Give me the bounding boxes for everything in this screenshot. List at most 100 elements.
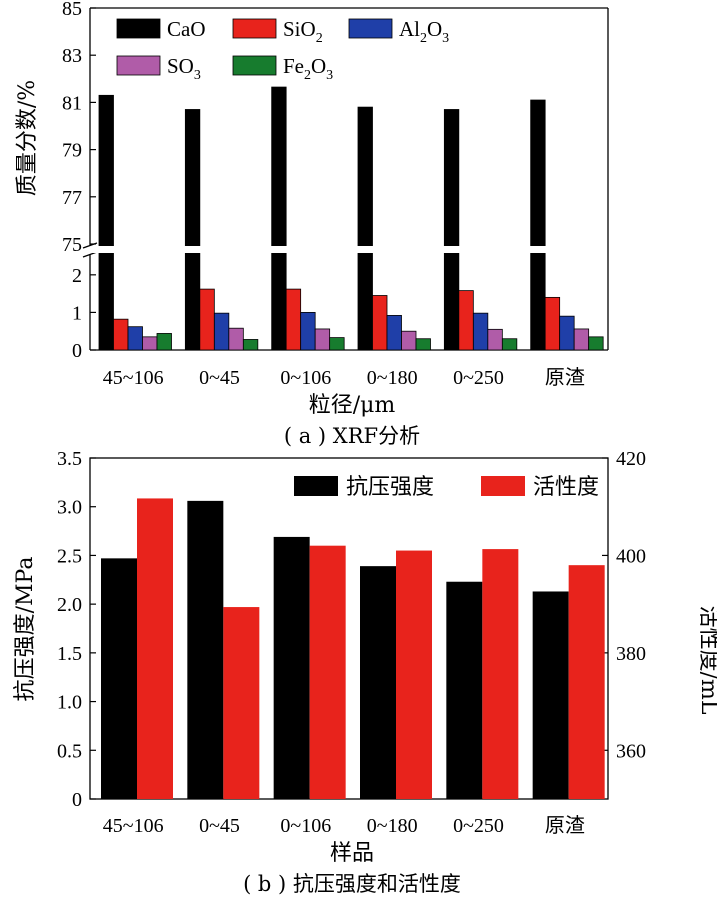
y-left-axis-label: 抗压强度/MPa <box>13 557 38 702</box>
legend-label-subscript: 3 <box>194 68 201 83</box>
bar-sio2 <box>544 296 561 351</box>
y-right-tick-label: 380 <box>616 643 646 665</box>
bar-activity <box>568 565 605 799</box>
legend-label: 活性度 <box>533 475 599 500</box>
legend-label-subscript: 2 <box>304 68 311 83</box>
legend-label-part: SiO <box>283 17 316 41</box>
y-left-tick-label: 3.5 <box>57 450 82 470</box>
y-right-tick-label: 360 <box>616 740 646 762</box>
y-left-tick-label: 0 <box>72 789 82 811</box>
bar-sio2 <box>113 318 129 351</box>
legend-label: CaO <box>167 17 206 41</box>
y-left-tick-label: 1.0 <box>57 692 82 714</box>
bar-sio2 <box>458 290 474 351</box>
legend-label-part: SO <box>167 54 194 78</box>
x-axis-label: 粒径/μm <box>309 393 396 418</box>
legend-swatch-so3 <box>116 55 161 76</box>
bar-activity <box>482 549 519 799</box>
chart-caption: ( a ) XRF分析 <box>284 424 420 448</box>
bar-cao <box>357 106 373 351</box>
legend-label-part: O <box>311 54 326 78</box>
legend-label: Al2O3 <box>399 17 449 46</box>
y-tick-label: 85 <box>62 0 82 20</box>
x-tick-label: 0~250 <box>453 367 504 389</box>
bar-cao <box>271 86 287 351</box>
x-axis-label: 样品 <box>330 841 374 866</box>
y-tick-label: 75 <box>62 234 82 256</box>
legend-label-subscript: 3 <box>326 68 333 83</box>
x-tick-label: 0~250 <box>453 815 504 837</box>
y-left-tick-label: 1.5 <box>57 643 82 665</box>
bar-al2o3 <box>127 326 143 351</box>
y-left-tick-label: 3.0 <box>57 497 82 519</box>
axis-break-gap <box>91 246 607 253</box>
y-right-tick-label: 420 <box>616 450 646 470</box>
bar-so3 <box>573 328 590 351</box>
y-tick-label: 83 <box>62 45 82 67</box>
legend-label: 抗压强度 <box>346 475 434 500</box>
bar-fe2o3 <box>156 333 172 351</box>
bar-strength <box>101 558 137 799</box>
legend-label: SiO2 <box>283 17 323 46</box>
x-tick-label: 0~106 <box>280 815 331 837</box>
x-tick-label: 原渣 <box>545 814 585 837</box>
y-left-tick-label: 0.5 <box>57 740 82 762</box>
legend-label-subscript: 2 <box>420 31 427 46</box>
bar-strength <box>360 566 396 799</box>
y-right-axis-label: 活性度/mL <box>696 606 717 715</box>
x-tick-label: 0~180 <box>367 367 418 389</box>
bar-al2o3 <box>386 315 402 351</box>
bar-strength <box>446 581 483 799</box>
bar-strength <box>532 591 569 799</box>
y-right-tick-label: 400 <box>616 545 646 567</box>
bar-al2o3 <box>559 315 575 351</box>
bar-so3 <box>142 336 158 351</box>
legend-label-part: CaO <box>167 17 206 41</box>
legend-swatch-cao <box>116 18 161 39</box>
bar-activity <box>137 498 173 799</box>
legend-swatch-sio2 <box>232 18 277 39</box>
x-tick-label: 0~180 <box>367 815 418 837</box>
bar-fe2o3 <box>415 338 431 351</box>
bar-fe2o3 <box>242 339 259 351</box>
bar-so3 <box>228 327 244 351</box>
legend-label-part: Fe <box>283 54 304 78</box>
bar-cao <box>184 109 201 351</box>
legend-label-part: Al <box>399 17 420 41</box>
bar-sio2 <box>199 288 215 351</box>
y-tick-label: 2 <box>72 265 82 287</box>
bar-activity <box>223 607 260 799</box>
bar-fe2o3 <box>329 337 345 351</box>
y-tick-label: 0 <box>72 340 82 362</box>
bar-al2o3 <box>300 312 316 351</box>
bar-cao <box>443 109 460 351</box>
y-axis-label: 质量分数/% <box>15 80 40 196</box>
legend-swatch-fe2o3 <box>232 55 277 76</box>
chart-caption: ( b ) 抗压强度和活性度 <box>243 872 461 896</box>
bar-strength <box>273 536 310 799</box>
strength-activity-chart: 0 0.5 1.0 1.5 2.0 2.5 3.0 3.5 360 380 400 420 45~106… <box>13 450 717 896</box>
y-left-tick-label: 2.5 <box>57 545 82 567</box>
x-tick-label: 原渣 <box>545 366 585 389</box>
legend-label-subscript: 3 <box>442 31 449 46</box>
y-left-tick-label: 2.0 <box>57 594 82 616</box>
bar-so3 <box>487 328 503 351</box>
y-tick-label: 79 <box>62 140 82 162</box>
legend-label-part: O <box>427 17 442 41</box>
bar-so3 <box>314 328 331 351</box>
plot-frame <box>89 457 609 800</box>
bar-so3 <box>401 330 417 351</box>
y-tick-label: 77 <box>62 187 82 209</box>
x-tick-label: 0~45 <box>199 367 240 389</box>
bar-strength <box>187 500 224 799</box>
bar-sio2 <box>285 288 302 351</box>
x-tick-label: 45~106 <box>103 367 164 389</box>
x-tick-label: 0~45 <box>199 815 240 837</box>
bar-al2o3 <box>472 312 489 351</box>
bar-cao <box>530 99 546 351</box>
bar-activity <box>309 545 346 799</box>
legend-label-subscript: 2 <box>316 31 323 46</box>
bar-sio2 <box>372 295 388 351</box>
legend-label: Fe2O3 <box>283 54 333 83</box>
y-tick-label: 1 <box>72 302 82 324</box>
